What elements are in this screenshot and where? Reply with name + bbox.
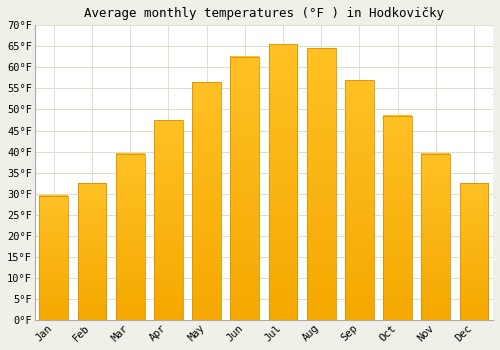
Bar xyxy=(460,183,488,320)
Bar xyxy=(307,48,336,320)
Bar xyxy=(78,183,106,320)
Bar xyxy=(192,82,221,320)
Bar xyxy=(154,120,182,320)
Bar xyxy=(116,154,144,320)
Bar xyxy=(268,44,298,320)
Bar xyxy=(345,80,374,320)
Bar xyxy=(230,57,259,320)
Bar xyxy=(383,116,412,320)
Bar xyxy=(40,196,68,320)
Title: Average monthly temperatures (°F ) in Hodkovičky: Average monthly temperatures (°F ) in Ho… xyxy=(84,7,444,20)
Bar xyxy=(422,154,450,320)
